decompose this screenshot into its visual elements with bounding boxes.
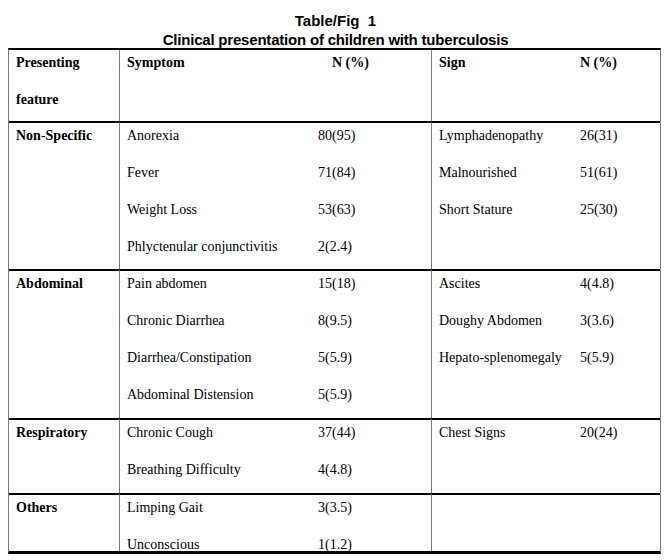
symptom-value: 15(18) — [318, 271, 355, 296]
symptoms-abdominal: Pain abdomen 15(18) Chronic Diarrhea 8(9… — [119, 269, 431, 418]
symptom-value: 37(44) — [318, 420, 355, 445]
header-symptom-n: N (%) — [332, 50, 369, 75]
symptom-row: Abdominal Distension 5(5.9) — [127, 382, 431, 418]
symptom-row: Phlyctenular conjunctivitis 2(2.4) — [127, 234, 431, 269]
figure-label: Table/Fig 1 — [0, 12, 671, 29]
category-abdominal: Abdominal — [9, 269, 119, 418]
symptom-row: Chronic Diarrhea 8(9.5) — [127, 308, 431, 345]
symptom-name: Unconscious — [127, 532, 318, 551]
symptom-value: 80(95) — [318, 123, 355, 148]
symptom-value: 5(5.9) — [318, 345, 352, 370]
category-non-specific: Non-Specific — [9, 121, 119, 269]
sign-row: Short Stature 25(30) — [439, 197, 660, 234]
header-symptom: Symptom — [127, 50, 332, 75]
symptom-name: Breathing Difficulty — [127, 457, 318, 482]
header-sign: Sign — [439, 50, 580, 75]
header-sign-group: Sign N (%) — [431, 50, 660, 121]
symptoms-respiratory: Chronic Cough 37(44) Breathing Difficult… — [119, 418, 431, 493]
symptom-row: Chronic Cough 37(44) — [127, 420, 431, 457]
symptom-value: 8(9.5) — [318, 308, 352, 333]
sign-row: Lymphadenopathy 26(31) — [439, 123, 660, 160]
header-symptom-row: Symptom N (%) — [127, 50, 431, 87]
sign-row: Malnourished 51(61) — [439, 160, 660, 197]
symptom-name: Chronic Cough — [127, 420, 318, 445]
header-presenting-feature: Presenting feature — [9, 50, 119, 121]
sign-row: Hepato-splenomegaly 5(5.9) — [439, 345, 660, 382]
category-label: Abdominal — [16, 271, 119, 308]
sign-row: Chest Signs 20(24) — [439, 420, 660, 457]
header-sign-row: Sign N (%) — [439, 50, 660, 87]
symptom-name: Pain abdomen — [127, 271, 318, 296]
symptom-row: Unconscious 1(1.2) — [127, 532, 431, 551]
header-symptom-group: Symptom N (%) — [119, 50, 431, 121]
figure-title: Clinical presentation of children with t… — [0, 31, 671, 48]
sign-value: 3(3.6) — [580, 308, 614, 333]
symptom-name: Anorexia — [127, 123, 318, 148]
header-sign-n: N (%) — [580, 50, 617, 75]
sign-value: 4(4.8) — [580, 271, 614, 296]
sign-value: 5(5.9) — [580, 345, 614, 370]
signs-non-specific: Lymphadenopathy 26(31) Malnourished 51(6… — [431, 121, 660, 269]
sign-value: 25(30) — [580, 197, 617, 222]
symptom-row: Anorexia 80(95) — [127, 123, 431, 160]
sign-name: Chest Signs — [439, 420, 580, 445]
signs-abdominal: Ascites 4(4.8) Doughy Abdomen 3(3.6) Hep… — [431, 269, 660, 418]
sign-value: 51(61) — [580, 160, 617, 185]
sign-row: Doughy Abdomen 3(3.6) — [439, 308, 660, 345]
sign-name: Lymphadenopathy — [439, 123, 580, 148]
symptoms-non-specific: Anorexia 80(95) Fever 71(84) Weight Loss… — [119, 121, 431, 269]
sign-row: Ascites 4(4.8) — [439, 271, 660, 308]
signs-others-empty — [431, 493, 660, 551]
symptom-row: Diarrhea/Constipation 5(5.9) — [127, 345, 431, 382]
symptom-row: Pain abdomen 15(18) — [127, 271, 431, 308]
sign-name: Short Stature — [439, 197, 580, 222]
symptom-name: Diarrhea/Constipation — [127, 345, 318, 370]
symptom-value: 3(3.5) — [318, 495, 352, 520]
sign-value: 20(24) — [580, 420, 617, 445]
symptom-name: Weight Loss — [127, 197, 318, 222]
category-respiratory: Respiratory — [9, 418, 119, 493]
symptom-row: Limping Gait 3(3.5) — [127, 495, 431, 532]
category-others: Others — [9, 493, 119, 551]
header-presenting-line2: feature — [16, 87, 119, 121]
symptoms-others: Limping Gait 3(3.5) Unconscious 1(1.2) — [119, 493, 431, 551]
category-label: Respiratory — [16, 420, 119, 457]
symptom-value: 5(5.9) — [318, 382, 352, 407]
page: Table/Fig 1 Clinical presentation of chi… — [0, 0, 671, 560]
symptom-row: Breathing Difficulty 4(4.8) — [127, 457, 431, 493]
sign-name: Ascites — [439, 271, 580, 296]
symptom-name: Fever — [127, 160, 318, 185]
symptom-value: 71(84) — [318, 160, 355, 185]
sign-name: Malnourished — [439, 160, 580, 185]
clinical-presentation-table: Presenting feature Symptom N (%) Sign N … — [8, 48, 661, 554]
sign-value: 26(31) — [580, 123, 617, 148]
symptom-value: 4(4.8) — [318, 457, 352, 482]
symptom-name: Abdominal Distension — [127, 382, 318, 407]
header-presenting-line1: Presenting — [16, 50, 119, 87]
signs-respiratory: Chest Signs 20(24) — [431, 418, 660, 493]
symptom-row: Weight Loss 53(63) — [127, 197, 431, 234]
sign-name: Doughy Abdomen — [439, 308, 580, 333]
symptom-value: 2(2.4) — [318, 234, 352, 259]
symptom-name: Limping Gait — [127, 495, 318, 520]
symptom-row: Fever 71(84) — [127, 160, 431, 197]
symptom-name: Phlyctenular conjunctivitis — [127, 234, 318, 259]
symptom-value: 53(63) — [318, 197, 355, 222]
symptom-name: Chronic Diarrhea — [127, 308, 318, 333]
sign-name: Hepato-splenomegaly — [439, 345, 580, 370]
symptom-value: 1(1.2) — [318, 532, 352, 551]
category-label: Others — [16, 495, 119, 532]
category-label: Non-Specific — [16, 123, 119, 160]
